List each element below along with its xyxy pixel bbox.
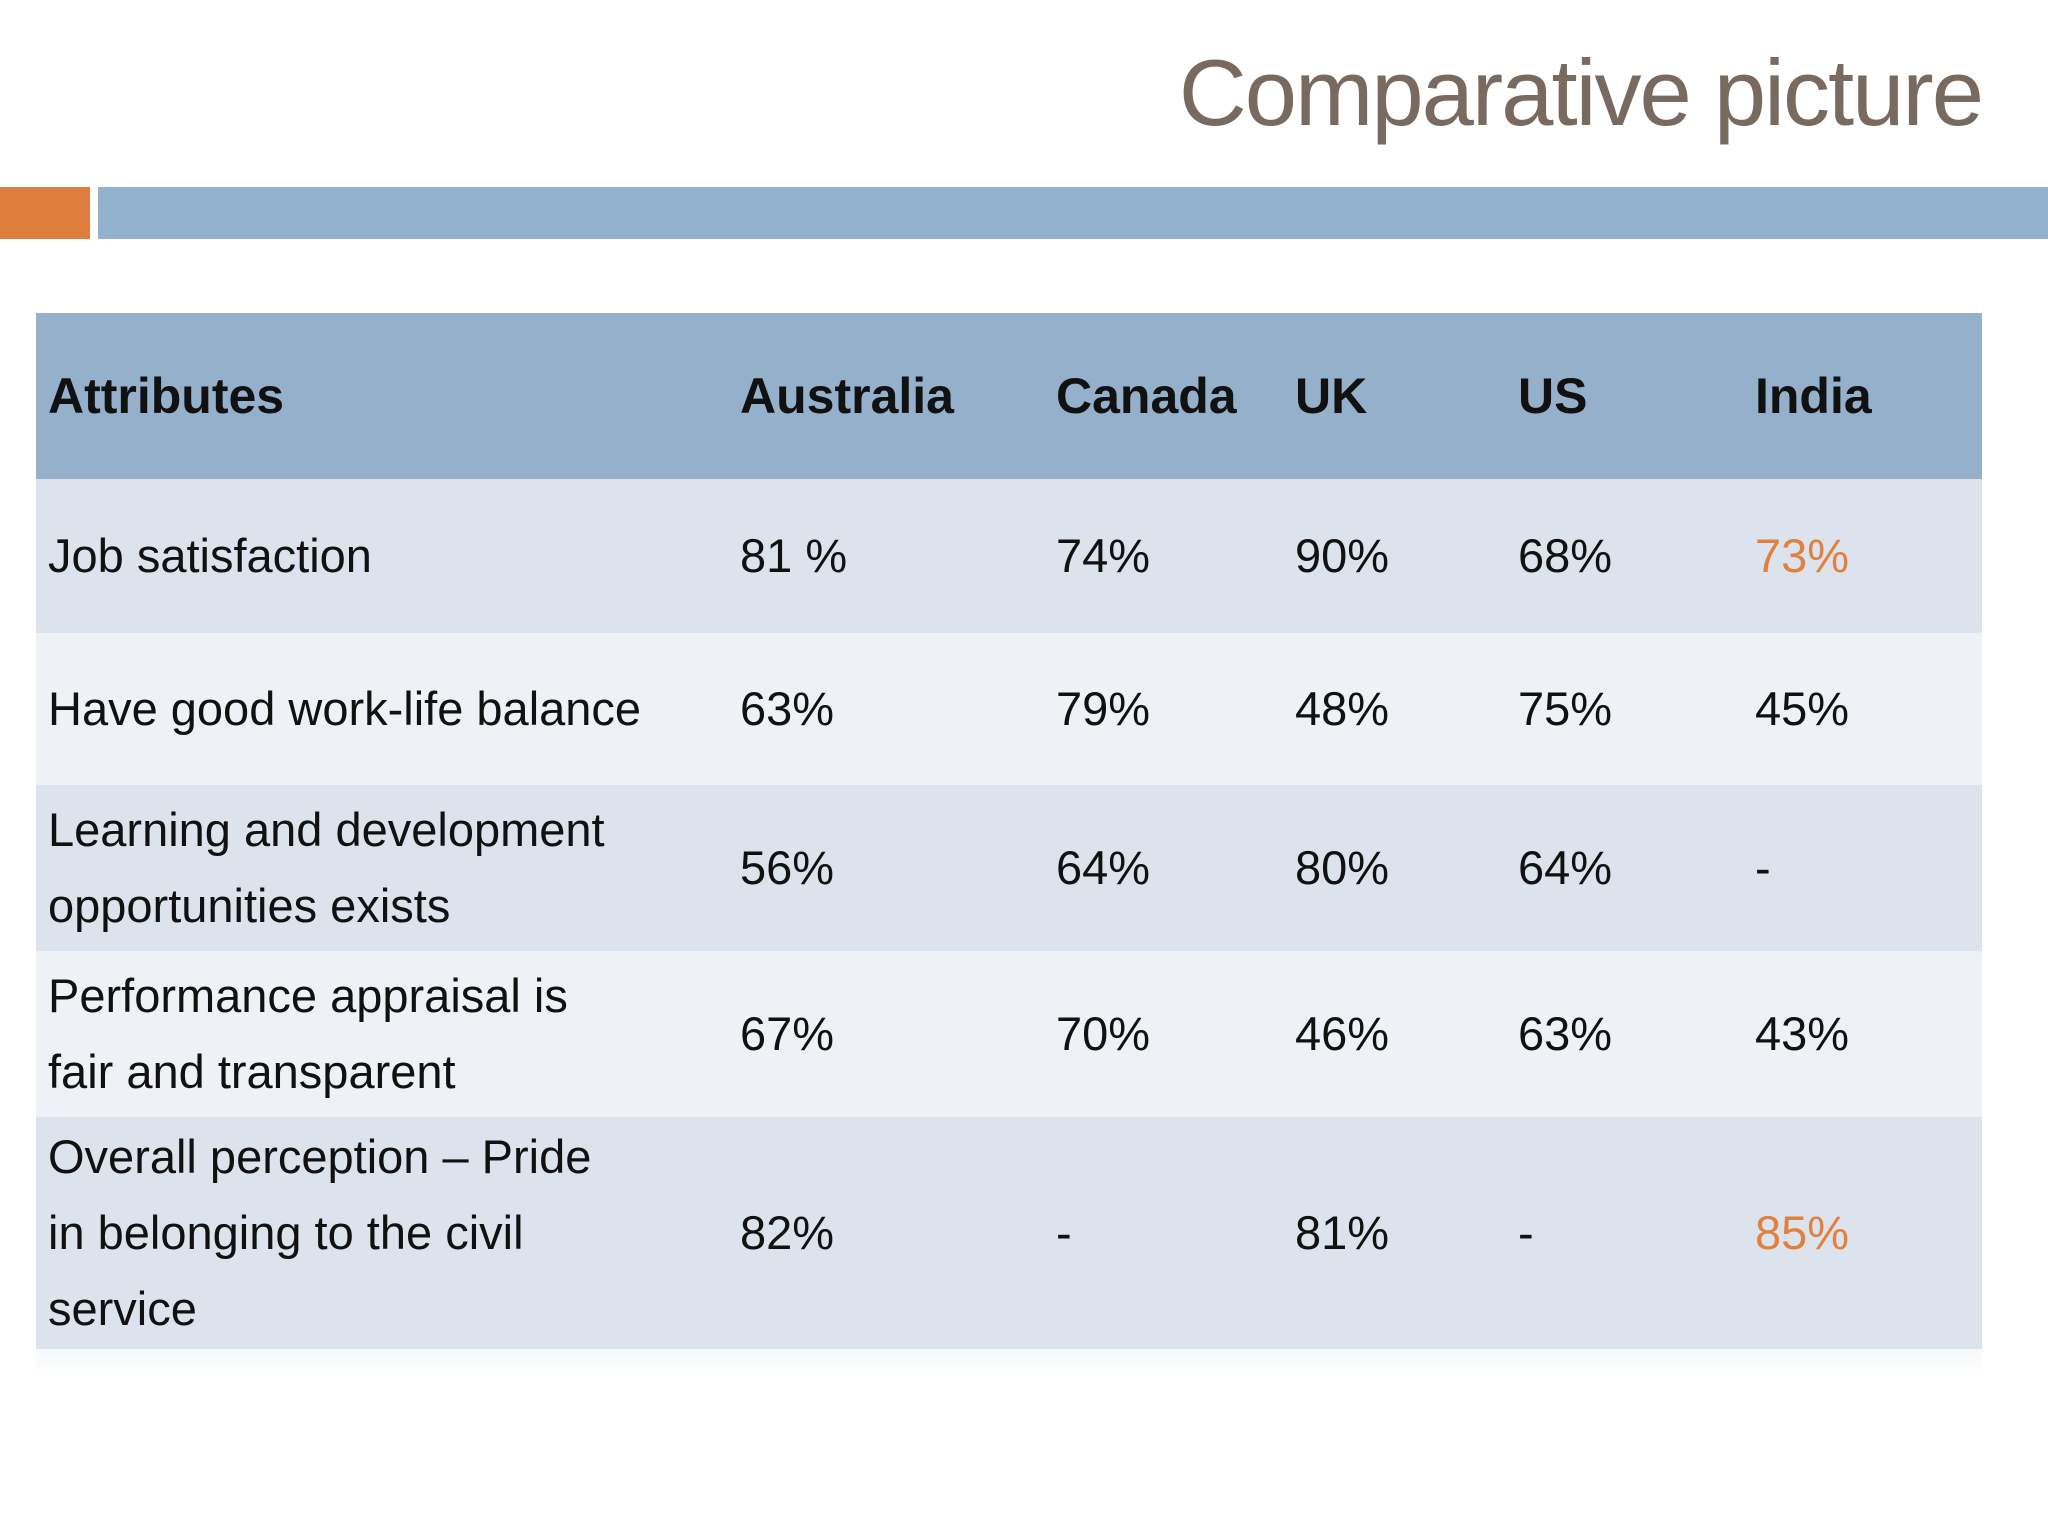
value-cell: 79% — [1056, 633, 1295, 785]
comparison-table: Attributes Australia Canada UK US India … — [36, 313, 1982, 1349]
value-cell: 46% — [1295, 951, 1518, 1117]
value-cell: 43% — [1755, 951, 1982, 1117]
header-cell-us: US — [1518, 313, 1755, 479]
value-cell: 80% — [1295, 785, 1518, 951]
attribute-cell: Learning and development opportunities e… — [36, 785, 740, 951]
value-cell: 45% — [1755, 633, 1982, 785]
header-cell-attributes: Attributes — [36, 313, 740, 479]
value-cell: 74% — [1056, 479, 1295, 633]
accent-orange-block — [0, 187, 90, 239]
attribute-cell: Job satisfaction — [36, 479, 740, 633]
value-cell: 75% — [1518, 633, 1755, 785]
table-row: Learning and development opportunities e… — [36, 785, 1982, 951]
value-cell: 67% — [740, 951, 1056, 1117]
table-row: Performance appraisal is fair and transp… — [36, 951, 1982, 1117]
value-cell: 63% — [1518, 951, 1755, 1117]
header-cell-canada: Canada — [1056, 313, 1295, 479]
value-cell: 48% — [1295, 633, 1518, 785]
value-cell: 56% — [740, 785, 1056, 951]
value-cell: 81 % — [740, 479, 1056, 633]
attribute-cell: Overall perception – Pride in belonging … — [36, 1117, 740, 1349]
header-cell-australia: Australia — [740, 313, 1056, 479]
header-cell-india: India — [1755, 313, 1982, 479]
table-header-row: Attributes Australia Canada UK US India — [36, 313, 1982, 479]
table-row: Have good work-life balance 63% 79% 48% … — [36, 633, 1982, 785]
value-cell: 81% — [1295, 1117, 1518, 1349]
attribute-cell: Performance appraisal is fair and transp… — [36, 951, 740, 1117]
value-cell: 85% — [1755, 1117, 1982, 1349]
value-cell: - — [1518, 1117, 1755, 1349]
header-cell-uk: UK — [1295, 313, 1518, 479]
table-row: Overall perception – Pride in belonging … — [36, 1117, 1982, 1349]
value-cell: 90% — [1295, 479, 1518, 633]
slide-title: Comparative picture — [1178, 40, 1984, 145]
value-cell: 68% — [1518, 479, 1755, 633]
table-reflection — [36, 1349, 1982, 1377]
title-underline-band — [98, 187, 2048, 239]
attribute-cell: Have good work-life balance — [36, 633, 740, 785]
value-cell: - — [1056, 1117, 1295, 1349]
value-cell: 82% — [740, 1117, 1056, 1349]
value-cell: 63% — [740, 633, 1056, 785]
value-cell: 64% — [1056, 785, 1295, 951]
value-cell: 70% — [1056, 951, 1295, 1117]
value-cell: 64% — [1518, 785, 1755, 951]
value-cell: - — [1755, 785, 1982, 951]
value-cell: 73% — [1755, 479, 1982, 633]
table-row: Job satisfaction 81 % 74% 90% 68% 73% — [36, 479, 1982, 633]
